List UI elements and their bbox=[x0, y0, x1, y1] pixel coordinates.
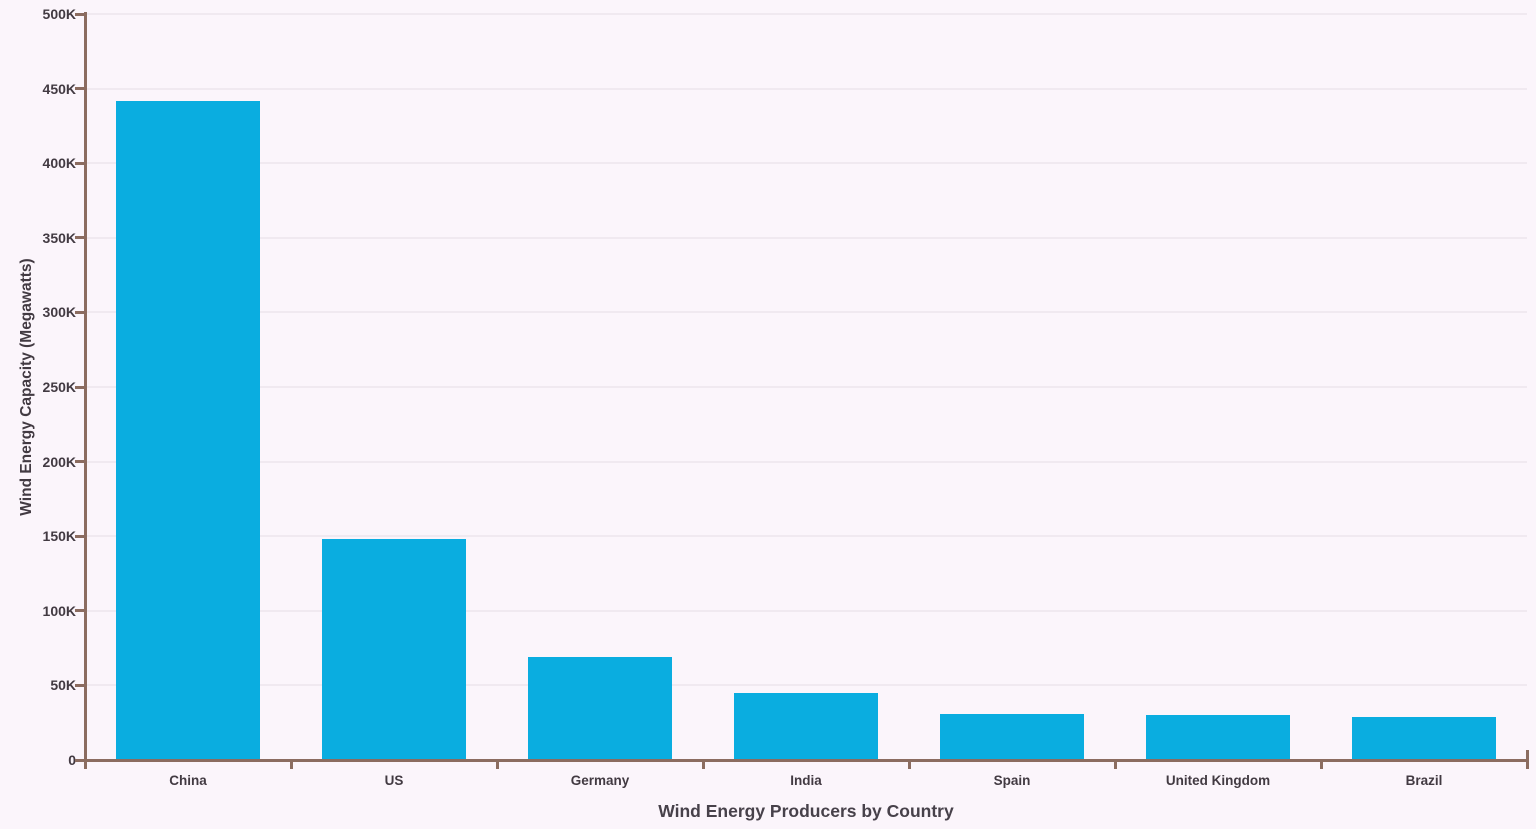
xtick-mark-7 bbox=[1525, 760, 1529, 769]
bar-spain[interactable] bbox=[940, 713, 1084, 760]
gridline-150K bbox=[85, 535, 1527, 538]
ytick-label-0: 0 bbox=[68, 752, 76, 768]
ytick-mark-450K bbox=[75, 87, 84, 91]
ytick-mark-200K bbox=[75, 460, 84, 464]
ytick-mark-400K bbox=[75, 161, 84, 165]
y-axis-line bbox=[83, 12, 87, 762]
ytick-label-50K: 50K bbox=[50, 677, 76, 694]
category-label-spain: Spain bbox=[993, 773, 1031, 788]
gridline-500K bbox=[85, 13, 1527, 15]
ytick-label-500K: 500K bbox=[42, 6, 76, 22]
category-label-united-kingdom: United Kingdom bbox=[1165, 773, 1271, 788]
bar-us[interactable] bbox=[322, 539, 466, 760]
bar-germany[interactable] bbox=[528, 657, 672, 760]
ytick-label-450K: 450K bbox=[42, 80, 76, 97]
ytick-mark-350K bbox=[75, 236, 84, 240]
gridline-250K bbox=[85, 386, 1527, 388]
gridline-350K bbox=[85, 236, 1527, 239]
ytick-mark-500K bbox=[75, 12, 84, 16]
bar-china[interactable] bbox=[116, 100, 260, 760]
bar-india[interactable] bbox=[734, 692, 878, 760]
gridline-50K bbox=[85, 684, 1527, 687]
xtick-mark-4 bbox=[907, 760, 911, 769]
category-label-india: India bbox=[790, 773, 822, 788]
x-axis-line bbox=[83, 758, 1529, 762]
ytick-mark-100K bbox=[75, 609, 84, 613]
ytick-mark-0 bbox=[75, 758, 84, 762]
xtick-mark-3 bbox=[701, 760, 705, 769]
ytick-label-300K: 300K bbox=[42, 304, 76, 321]
bar-united-kingdom[interactable] bbox=[1146, 715, 1290, 760]
gridline-450K bbox=[85, 87, 1527, 90]
ytick-mark-150K bbox=[75, 534, 84, 538]
ytick-mark-250K bbox=[75, 385, 84, 389]
ytick-mark-300K bbox=[75, 310, 84, 314]
gridline-200K bbox=[85, 460, 1527, 463]
gridline-400K bbox=[85, 162, 1527, 165]
ytick-label-400K: 400K bbox=[42, 155, 76, 172]
category-label-china: China bbox=[169, 773, 207, 788]
bar-brazil[interactable] bbox=[1352, 716, 1496, 760]
gridline-100K bbox=[85, 609, 1527, 612]
xtick-mark-2 bbox=[495, 760, 499, 769]
category-label-germany: Germany bbox=[570, 773, 630, 788]
xtick-mark-6 bbox=[1319, 760, 1323, 769]
ytick-label-200K: 200K bbox=[42, 453, 76, 470]
category-label-brazil: Brazil bbox=[1405, 773, 1443, 788]
xtick-mark-0 bbox=[83, 760, 87, 769]
ytick-label-150K: 150K bbox=[42, 528, 76, 545]
xtick-mark-1 bbox=[289, 760, 293, 769]
ytick-label-350K: 350K bbox=[42, 229, 76, 246]
x-axis-title: Wind Energy Producers by Country bbox=[658, 801, 954, 821]
ytick-label-250K: 250K bbox=[42, 379, 76, 395]
gridline-300K bbox=[85, 311, 1527, 314]
category-label-us: US bbox=[384, 773, 404, 788]
xtick-mark-5 bbox=[1113, 760, 1117, 769]
ytick-mark-50K bbox=[75, 683, 84, 687]
x-axis-end-tick bbox=[1525, 750, 1529, 760]
plot-area bbox=[83, 12, 1529, 762]
ytick-label-100K: 100K bbox=[42, 602, 76, 619]
